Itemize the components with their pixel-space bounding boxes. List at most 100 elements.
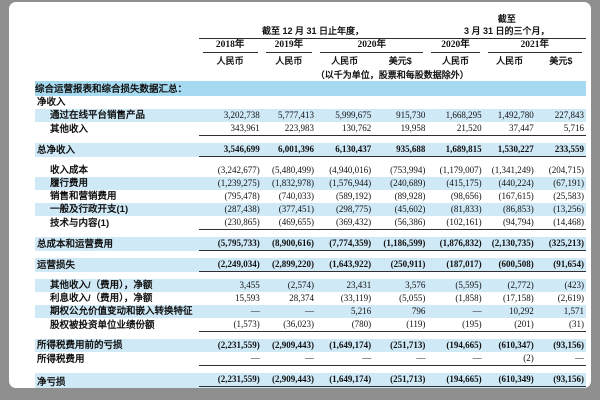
cell-value: (8,900,616) (261, 237, 316, 251)
period-group-quarter: 截至 3 月 31 日的三个月， (427, 13, 586, 39)
cell-value: — (535, 352, 586, 366)
cell-value: (2,231,559) (198, 373, 262, 388)
cell-value: 227,843 (535, 109, 586, 122)
spacer-row (35, 366, 586, 373)
table-row: 一般及行政开支(1) (287,438) (377,451) (298,775) (45… (35, 203, 586, 216)
cell-value: (7,774,359) (315, 237, 374, 251)
cell-value: (2) (483, 352, 536, 366)
cell-value: 6,001,396 (261, 143, 316, 157)
cell-value: (1,643,922) (315, 258, 374, 272)
cell-value: (1,649,174) (315, 373, 374, 388)
table-row: 所得税费用前的亏损 (2,231,559) (2,909,443) (1,649,17… (35, 339, 586, 352)
table-body: 综合运营报表和综合损失数据汇总： 净收入 通过在线平台销售产品 3,202,738 5,… (35, 81, 586, 388)
table-row: 股权被投资单位业绩份额 (1,573) (36,023) (780) (119) (195… (35, 318, 586, 332)
cell-value: 3,455 (198, 279, 262, 292)
table-row: 所得税费用 — — — — — (2) — (35, 352, 586, 366)
cell-value: (5,795,733) (198, 237, 262, 251)
row-label: 总净收入 (35, 143, 199, 157)
cell-value: (780) (315, 318, 374, 332)
cell-value: (1,858) (455, 293, 482, 303)
cell-value: (423) (535, 279, 586, 292)
table-row: 通过在线平台销售产品 3,202,738 5,777,413 5,999,675 915… (35, 109, 586, 122)
row-label: 履行费用 (35, 177, 199, 190)
cell-value: 28,374 (289, 293, 314, 303)
table-row: 技术与内容(1) (230,865) (469,655) (369,432) (56,3… (35, 216, 586, 230)
row-label: 运营损失 (35, 258, 199, 272)
year-header-row: 2018年 2019年 2020年 2020年 2021年 (35, 39, 586, 53)
cell-value: (2,909,443) (261, 339, 316, 352)
cell-value: 5,216 (315, 305, 374, 318)
cell-value: 915,730 (373, 109, 428, 122)
cell-value: (287,438) (198, 203, 262, 216)
cell-value: (589,192) (335, 191, 372, 201)
row-label: 总成本和运营费用 (35, 237, 199, 251)
cell-value: (14,468) (535, 216, 586, 230)
cell-value: (67,191) (535, 177, 586, 190)
table-row: 利息收入/（费用），净额 15,593 28,374 (33,119) (5,055) (… (35, 292, 586, 305)
currency-col-2: 人民币 (275, 56, 303, 66)
cell-value: (325,213) (535, 237, 586, 251)
year-2018: 2018年 (199, 39, 262, 53)
row-label: 所得税费用前的亏损 (35, 339, 199, 352)
cell-value: 1,492,780 (483, 109, 536, 122)
cell-value: (31) (535, 318, 586, 332)
row-label: 其他收入/（费用），净额 (35, 279, 199, 292)
financial-table: 截至 12 月 31 日止年度， 截至 3 月 31 日的三个月， 2018年 2… (35, 13, 586, 388)
table-row: 其他收入/（费用），净额 3,455 (2,574) 23,431 3,576 (5,59… (35, 279, 586, 292)
cell-value: (440,224) (483, 177, 536, 190)
period-group-quarter-line2: 3 月 31 日的三个月， (463, 26, 550, 36)
cell-value: (1,876,832) (427, 237, 484, 251)
spacer-row (35, 272, 586, 279)
cell-value: (5,480,499) (271, 165, 314, 175)
cell-value: (56,386) (373, 216, 428, 230)
cell-value: (415,175) (427, 177, 484, 190)
cell-value: (250,911) (373, 258, 428, 272)
cell-value: — (198, 305, 262, 318)
cell-value: 1,571 (535, 305, 586, 318)
cell-value: 343,961 (198, 122, 262, 136)
cell-value (484, 96, 536, 109)
table-row: 其他收入 343,961 223,983 130,762 19,958 21,520 37,… (35, 122, 586, 136)
cell-value: 5,777,413 (261, 109, 316, 122)
cell-value: 23,431 (315, 279, 374, 292)
table-row: 总净收入 3,546,699 6,001,396 6,130,437 935,688 1,… (35, 143, 586, 157)
cell-value: (377,451) (261, 203, 316, 216)
cell-value: (1,179,007) (439, 165, 482, 175)
financial-statement-card: 截至 12 月 31 日止年度， 截至 3 月 31 日的三个月， 2018年 2… (9, 2, 591, 388)
cell-value: 796 (373, 305, 428, 318)
cell-value: (204,715) (548, 165, 584, 175)
cell-value (373, 96, 427, 109)
cell-value: (469,655) (261, 216, 316, 230)
row-label: 技术与内容(1) (50, 218, 110, 229)
row-label: 期权公允价值变动和嵌入转换特征 (35, 305, 199, 318)
currency-col-1: 人民币 (216, 56, 244, 66)
cell-value: (194,665) (427, 339, 484, 352)
section-title: 综合运营报表和综合损失数据汇总： (35, 81, 586, 96)
currency-col-7: 美元$ (549, 56, 573, 66)
cell-value: 1,530,227 (483, 143, 536, 157)
cell-value: (91,654) (535, 258, 586, 272)
spacer-row (35, 251, 586, 258)
section-header-row: 综合运营报表和综合损失数据汇总： (35, 81, 586, 96)
row-label: 利息收入/（费用），净额 (50, 293, 153, 304)
cell-value: (753,994) (390, 165, 426, 175)
cell-value: (201) (483, 318, 536, 332)
cell-value: 3,576 (373, 279, 428, 292)
cell-value: (94,794) (483, 216, 536, 230)
cell-value: — (198, 352, 262, 366)
cell-value: (2,574) (261, 279, 316, 292)
cell-value: — (261, 352, 316, 366)
row-label: 通过在线平台销售产品 (35, 109, 199, 122)
table-row: 总成本和运营费用 (5,795,733) (8,900,616) (7,774,359… (35, 237, 586, 251)
cell-value: 5,999,675 (315, 109, 374, 122)
cell-value: (2,249,034) (198, 258, 262, 272)
cell-value: 130,762 (315, 122, 374, 136)
row-label: 其他收入 (50, 124, 89, 135)
cell-value: 3,202,738 (198, 109, 262, 122)
cell-value: (600,508) (483, 258, 536, 272)
spacer-row (35, 157, 586, 164)
cell-value: (2,899,220) (261, 258, 316, 272)
cell-value: (795,478) (224, 191, 260, 201)
table-row: 净收入 (35, 96, 586, 109)
cell-value: (17,158) (503, 293, 534, 303)
